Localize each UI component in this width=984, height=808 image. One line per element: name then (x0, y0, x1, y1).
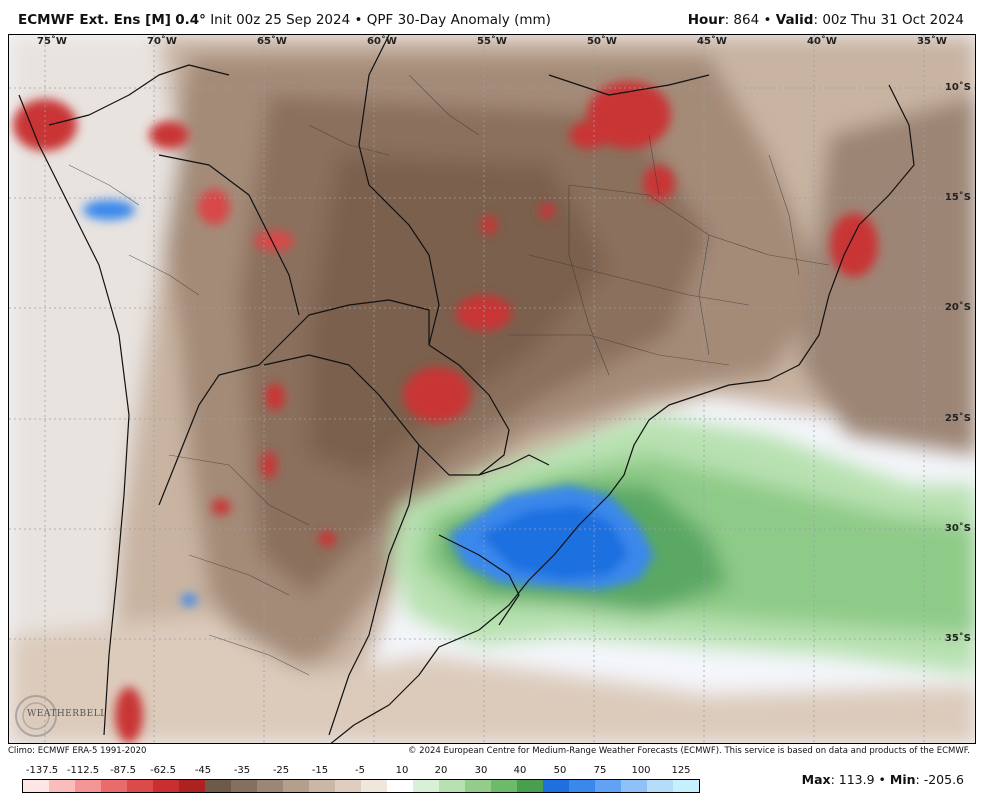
colorbar-segment (23, 780, 49, 792)
colorbar-tick-label: 100 (631, 765, 651, 776)
colorbar-tick-label: -25 (272, 765, 290, 776)
colorbar-segment (153, 780, 179, 792)
anomaly-map: 75˚W 70˚W 65˚W 60˚W 55˚W 50˚W 45˚W 40˚W … (8, 34, 976, 744)
title-separator: • (354, 12, 363, 28)
colorbar-segment (75, 780, 101, 792)
lon-label: 70˚W (147, 36, 177, 47)
colorbar-labels: -137.5 -112.5 -87.5 -62.5 -45 -35 -25 -15 -5 10 20… (22, 765, 700, 779)
valid-time-block: Hour: 864 • Valid: 00z Thu 31 Oct 2024 (688, 12, 964, 28)
colorbar-segment (491, 780, 517, 792)
colorbar-tick-label: 75 (593, 765, 607, 776)
colorbar-segment (49, 780, 75, 792)
init-time: Init 00z 25 Sep 2024 (210, 12, 351, 28)
climo-note: Climo: ECMWF ERA-5 1991-2020 (8, 746, 147, 756)
lat-label: 10˚S (944, 82, 971, 93)
colorbar-tick-label: 40 (513, 765, 527, 776)
anomaly-field-heavy (83, 200, 654, 606)
hour-value: : 864 (724, 12, 760, 28)
anomaly-field-extreme-dry (13, 81, 878, 743)
anomaly-field-dry (9, 35, 975, 743)
max-min-stats: Max: 113.9 • Min: -205.6 (802, 772, 964, 787)
colorbar-tick-label: 125 (671, 765, 691, 776)
colorbar-segment (569, 780, 595, 792)
max-value: : 113.9 (830, 772, 875, 787)
colorbar-segment (387, 780, 413, 792)
colorbar-tick-label: -87.5 (110, 765, 136, 776)
colorbar-segment (101, 780, 127, 792)
colorbar-segment (595, 780, 621, 792)
header: ECMWF Ext. Ens [M] 0.4° Init 00z 25 Sep … (0, 0, 984, 34)
lat-label: 20˚S (944, 302, 971, 313)
colorbar-segment (647, 780, 673, 792)
colorbar-segment (283, 780, 309, 792)
valid-label: Valid (775, 12, 814, 28)
colorbar-segment (309, 780, 335, 792)
lat-label: 15˚S (944, 192, 971, 203)
colorbar-tick-label: -137.5 (25, 765, 59, 776)
colorbar-segment (673, 780, 699, 792)
product-name: QPF 30-Day Anomaly (mm) (366, 12, 551, 28)
colorbar-tick-label: -112.5 (66, 765, 100, 776)
lon-label: 60˚W (367, 36, 397, 47)
model-resolution: 0.4° (175, 12, 206, 28)
lon-label: 50˚W (587, 36, 617, 47)
colorbar-segment (439, 780, 465, 792)
colorbar-segment (465, 780, 491, 792)
model-name: ECMWF Ext. Ens [M] (18, 12, 171, 28)
colorbar-segment (517, 780, 543, 792)
colorbar-tick-label: 30 (474, 765, 488, 776)
lon-label: 75˚W (37, 36, 67, 47)
colorbar-tick-label: 10 (395, 765, 409, 776)
hour-label: Hour (687, 12, 725, 28)
colorbar-segment (361, 780, 387, 792)
colorbar-segment (621, 780, 647, 792)
lat-label: 35˚S (944, 633, 971, 644)
colorbar-tick-label: -35 (233, 765, 251, 776)
state-borders (68, 74, 830, 676)
logo-text: WEATHERBELL (27, 709, 107, 719)
colorbar-segment (543, 780, 569, 792)
map-title: ECMWF Ext. Ens [M] 0.4° Init 00z 25 Sep … (18, 12, 551, 28)
lon-label: 35˚W (917, 36, 947, 47)
lon-label: 65˚W (257, 36, 287, 47)
lat-label: 25˚S (944, 413, 971, 424)
colorbar-segment (179, 780, 205, 792)
colorbar-segment (257, 780, 283, 792)
colorbar-segment (127, 780, 153, 792)
graticule (9, 35, 975, 743)
colorbar-tick-label: -15 (311, 765, 329, 776)
min-label: Min (889, 772, 916, 787)
colorbar-segment (205, 780, 231, 792)
min-value: : -205.6 (915, 772, 964, 787)
lon-label: 55˚W (477, 36, 507, 47)
weatherbell-logo: WEATHERBELL (13, 693, 106, 739)
lat-label: 30˚S (944, 523, 971, 534)
colorbar-segment (413, 780, 439, 792)
colorbar-tick-label: -62.5 (150, 765, 176, 776)
colorbar-tick-label: -5 (355, 765, 365, 776)
lon-label: 45˚W (697, 36, 727, 47)
lon-label: 40˚W (807, 36, 837, 47)
valid-value: : 00z Thu 31 Oct 2024 (813, 12, 964, 28)
colorbar-segment (335, 780, 361, 792)
colorbar-tick-label: 50 (553, 765, 567, 776)
colorbar-segment (231, 780, 257, 792)
colorbar-tick-label: 20 (434, 765, 448, 776)
map-canvas (9, 35, 975, 743)
stats-separator: • (878, 772, 886, 787)
copyright-note: © 2024 European Centre for Medium-Range … (407, 746, 970, 756)
colorbar (22, 779, 700, 793)
country-borders (18, 35, 915, 743)
header-separator: • (763, 12, 772, 28)
max-label: Max (801, 772, 831, 787)
colorbar-tick-label: -45 (194, 765, 212, 776)
